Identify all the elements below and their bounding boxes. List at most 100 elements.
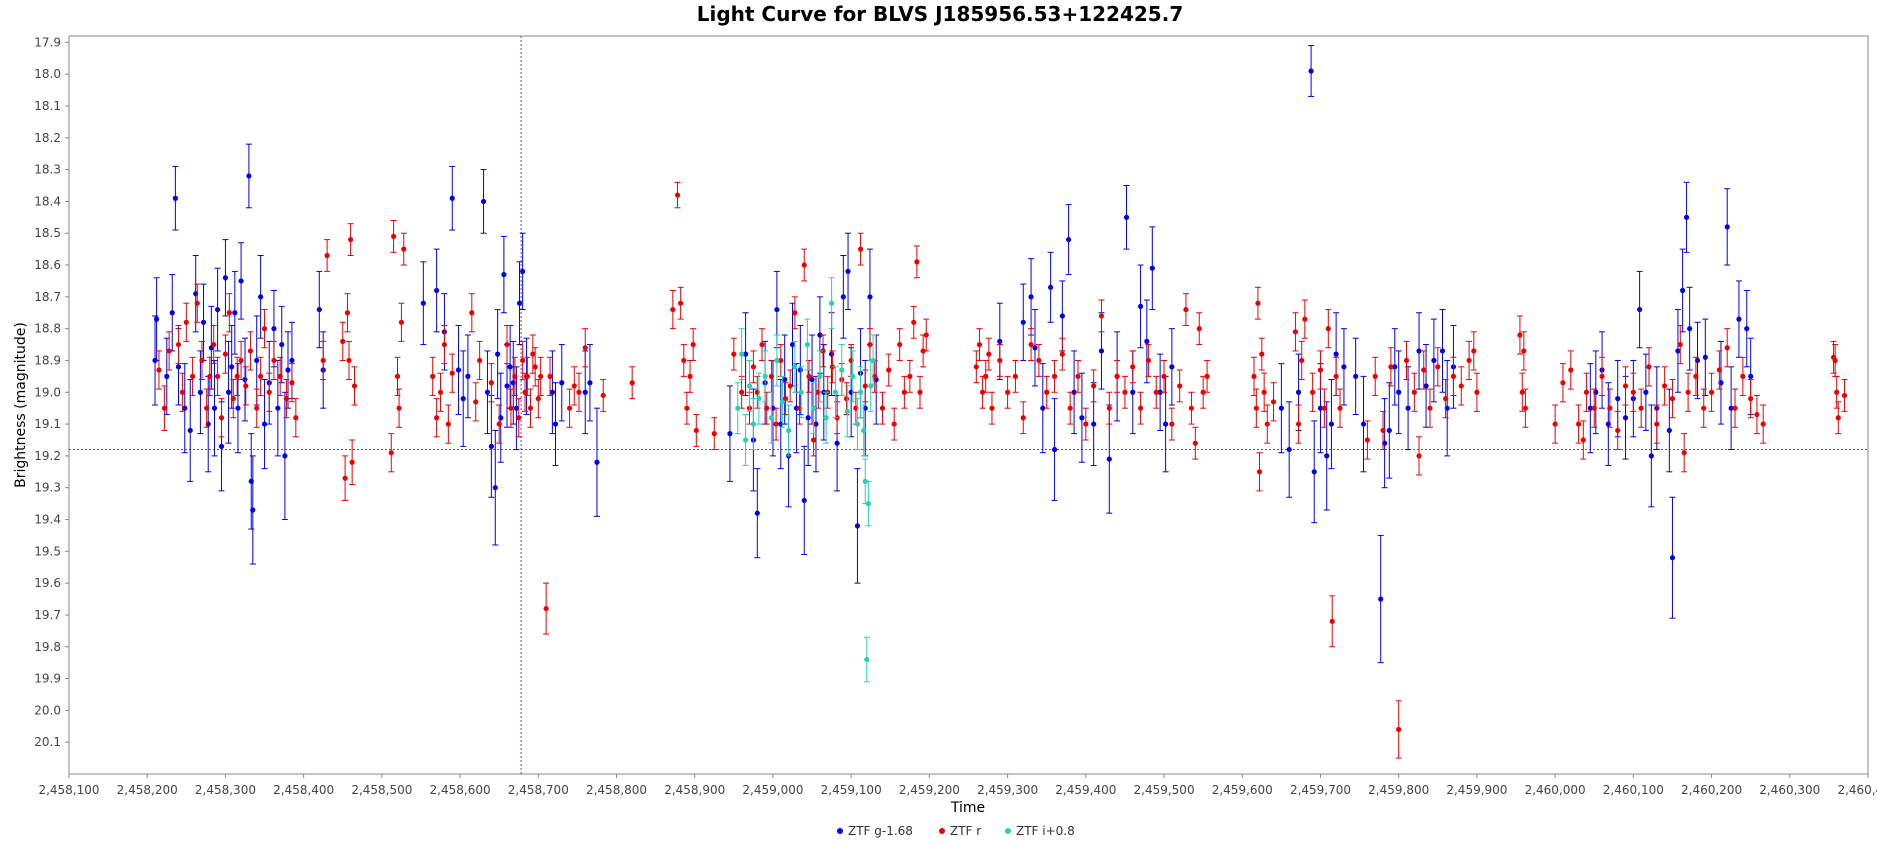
data-point[interactable] — [1302, 316, 1308, 322]
data-point[interactable] — [829, 364, 836, 370]
data-point[interactable] — [1583, 389, 1590, 395]
data-point[interactable] — [194, 300, 200, 306]
data-point[interactable] — [154, 316, 160, 322]
data-point[interactable] — [524, 373, 530, 379]
data-point[interactable] — [1443, 396, 1449, 402]
data-point[interactable] — [1051, 373, 1058, 379]
data-point[interactable] — [175, 364, 182, 370]
data-point[interactable] — [434, 415, 440, 421]
data-point[interactable] — [1622, 415, 1629, 421]
data-point[interactable] — [1552, 421, 1558, 427]
data-point[interactable] — [175, 341, 182, 348]
data-point[interactable] — [161, 405, 168, 411]
data-point[interactable] — [1321, 405, 1327, 411]
data-point[interactable] — [247, 348, 254, 354]
data-point[interactable] — [1423, 383, 1429, 389]
data-point[interactable] — [805, 415, 811, 421]
data-point[interactable] — [394, 373, 401, 379]
data-point[interactable] — [1299, 357, 1305, 364]
data-point[interactable] — [1669, 396, 1676, 402]
data-point[interactable] — [199, 357, 205, 364]
data-point[interactable] — [535, 396, 541, 402]
data-point[interactable] — [711, 431, 717, 437]
data-point[interactable] — [1748, 396, 1754, 402]
data-point[interactable] — [1337, 405, 1343, 411]
data-point[interactable] — [496, 421, 502, 427]
data-point[interactable] — [857, 389, 864, 395]
data-point[interactable] — [1662, 383, 1668, 389]
data-point[interactable] — [923, 332, 929, 338]
data-point[interactable] — [1333, 351, 1339, 357]
data-point[interactable] — [587, 380, 593, 386]
data-point[interactable] — [229, 364, 235, 370]
plot-area[interactable] — [68, 35, 1869, 775]
data-point[interactable] — [1341, 364, 1347, 370]
data-point[interactable] — [742, 437, 749, 443]
data-point[interactable] — [271, 357, 277, 364]
data-point[interactable] — [1450, 373, 1457, 379]
data-point[interactable] — [218, 415, 225, 421]
data-point[interactable] — [488, 380, 494, 386]
data-point[interactable] — [1666, 427, 1672, 434]
data-point[interactable] — [867, 294, 873, 300]
data-point[interactable] — [211, 405, 218, 411]
data-point[interactable] — [1675, 348, 1681, 354]
data-point[interactable] — [1295, 421, 1302, 427]
data-point[interactable] — [1386, 427, 1392, 434]
data-point[interactable] — [1835, 415, 1841, 421]
data-point[interactable] — [1333, 373, 1339, 379]
data-point[interactable] — [164, 373, 170, 379]
data-point[interactable] — [189, 373, 196, 379]
data-point[interactable] — [1328, 421, 1335, 427]
data-point[interactable] — [773, 421, 779, 427]
data-point[interactable] — [232, 310, 238, 316]
data-point[interactable] — [690, 341, 696, 348]
data-point[interactable] — [1427, 405, 1433, 411]
data-point[interactable] — [520, 268, 526, 274]
data-point[interactable] — [522, 389, 528, 395]
data-point[interactable] — [850, 373, 856, 379]
data-point[interactable] — [520, 357, 526, 364]
data-point[interactable] — [854, 523, 861, 529]
data-point[interactable] — [1020, 415, 1026, 421]
data-point[interactable] — [1020, 319, 1026, 325]
data-point[interactable] — [976, 341, 983, 348]
data-point[interactable] — [576, 389, 582, 395]
data-point[interactable] — [1396, 726, 1402, 733]
data-point[interactable] — [1403, 357, 1410, 364]
data-point[interactable] — [187, 427, 193, 434]
data-point[interactable] — [1421, 367, 1427, 373]
data-point[interactable] — [1701, 405, 1707, 411]
data-point[interactable] — [1677, 341, 1683, 348]
data-point[interactable] — [817, 332, 823, 338]
data-point[interactable] — [1724, 224, 1730, 230]
data-point[interactable] — [1169, 421, 1175, 427]
data-point[interactable] — [1311, 469, 1317, 475]
data-point[interactable] — [200, 319, 207, 325]
data-point[interactable] — [492, 485, 498, 491]
data-point[interactable] — [1106, 405, 1112, 411]
data-point[interactable] — [1416, 453, 1422, 459]
data-point[interactable] — [1754, 411, 1760, 418]
data-point[interactable] — [477, 357, 483, 364]
data-point[interactable] — [1145, 357, 1151, 364]
data-point[interactable] — [804, 341, 810, 348]
data-point[interactable] — [1091, 383, 1097, 389]
data-point[interactable] — [388, 450, 394, 456]
data-point[interactable] — [316, 306, 322, 313]
data-point[interactable] — [469, 310, 475, 316]
data-point[interactable] — [342, 475, 348, 481]
data-point[interactable] — [277, 373, 283, 379]
data-point[interactable] — [1066, 236, 1072, 243]
data-point[interactable] — [1051, 446, 1058, 453]
data-point[interactable] — [289, 357, 295, 364]
data-point[interactable] — [1521, 348, 1527, 354]
data-point[interactable] — [538, 373, 544, 379]
data-point[interactable] — [1693, 373, 1699, 379]
data-point[interactable] — [789, 341, 796, 348]
data-point[interactable] — [759, 341, 765, 348]
data-point[interactable] — [445, 421, 451, 427]
data-point[interactable] — [204, 405, 210, 411]
data-point[interactable] — [840, 294, 846, 300]
data-point[interactable] — [1130, 364, 1136, 370]
